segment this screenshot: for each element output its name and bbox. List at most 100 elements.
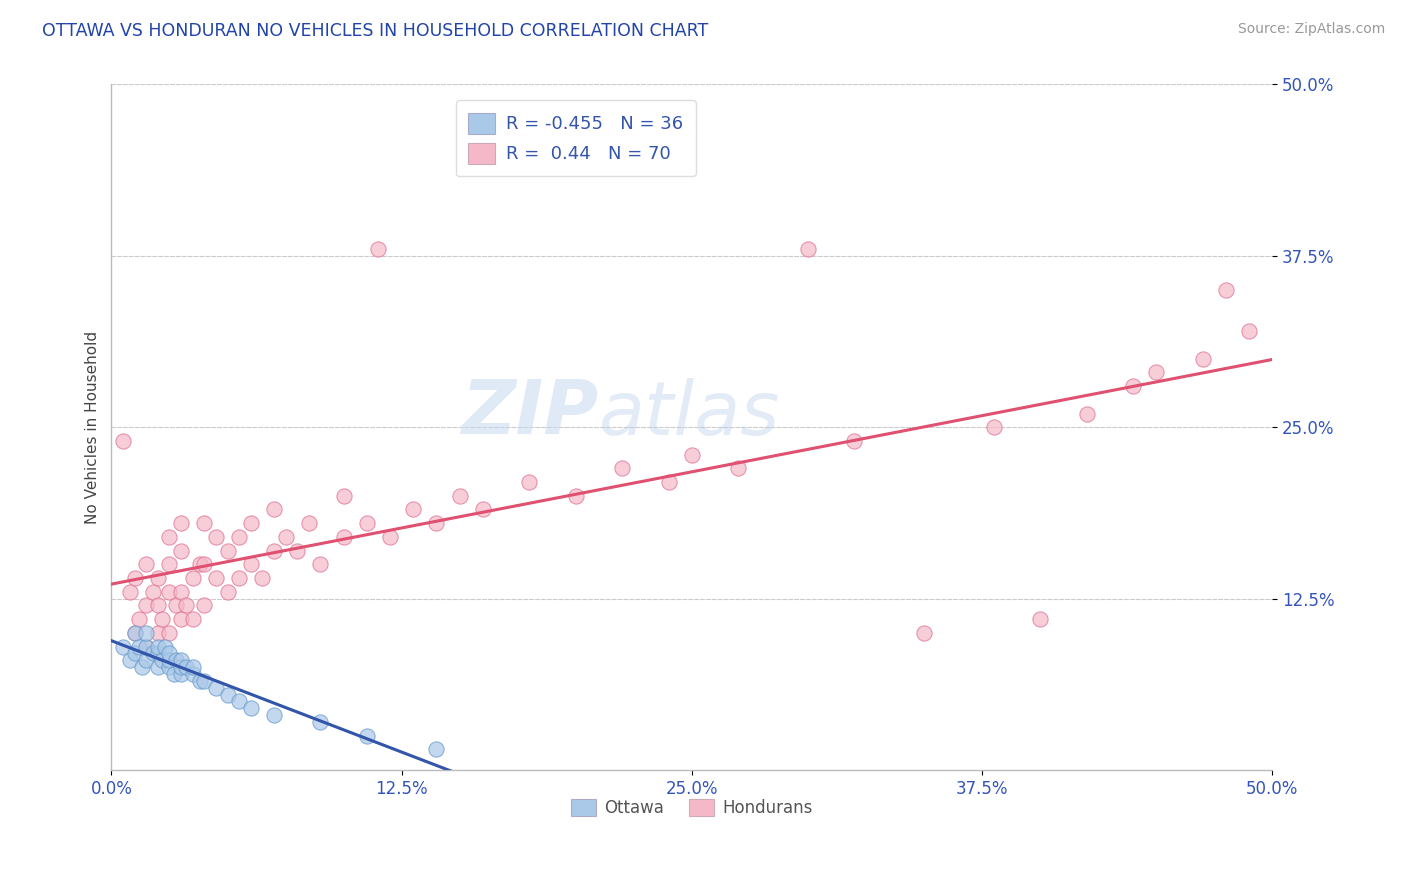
Point xyxy=(309,558,332,572)
Point xyxy=(159,530,181,544)
Point xyxy=(205,571,228,585)
Point xyxy=(263,502,285,516)
Point xyxy=(135,626,157,640)
Point xyxy=(193,558,215,572)
Point xyxy=(174,660,197,674)
Point xyxy=(135,558,157,572)
Point xyxy=(118,584,141,599)
Point xyxy=(124,647,146,661)
Point xyxy=(170,653,193,667)
Point xyxy=(449,489,471,503)
Point xyxy=(727,461,749,475)
Point xyxy=(131,660,153,674)
Point xyxy=(1237,324,1260,338)
Point xyxy=(135,653,157,667)
Point xyxy=(228,530,250,544)
Point xyxy=(1144,365,1167,379)
Point xyxy=(159,660,181,674)
Point xyxy=(1029,612,1052,626)
Point xyxy=(170,584,193,599)
Point xyxy=(170,660,193,674)
Point xyxy=(332,530,354,544)
Point xyxy=(165,599,187,613)
Point xyxy=(519,475,541,489)
Point xyxy=(146,626,169,640)
Point xyxy=(681,448,703,462)
Point xyxy=(263,543,285,558)
Point xyxy=(124,571,146,585)
Point xyxy=(142,584,165,599)
Point xyxy=(217,688,239,702)
Point xyxy=(124,626,146,640)
Point xyxy=(797,242,820,256)
Point xyxy=(170,516,193,531)
Point xyxy=(111,640,134,654)
Point xyxy=(152,653,174,667)
Point xyxy=(1122,379,1144,393)
Point xyxy=(356,516,378,531)
Point xyxy=(425,516,447,531)
Point xyxy=(356,729,378,743)
Point xyxy=(844,434,866,448)
Point xyxy=(425,742,447,756)
Point xyxy=(471,502,494,516)
Point xyxy=(193,673,215,688)
Point xyxy=(274,530,297,544)
Point xyxy=(135,640,157,654)
Point xyxy=(170,612,193,626)
Point xyxy=(124,626,146,640)
Point xyxy=(658,475,681,489)
Point xyxy=(159,653,181,667)
Text: atlas: atlas xyxy=(599,377,780,450)
Point xyxy=(146,647,169,661)
Text: OTTAWA VS HONDURAN NO VEHICLES IN HOUSEHOLD CORRELATION CHART: OTTAWA VS HONDURAN NO VEHICLES IN HOUSEH… xyxy=(42,22,709,40)
Point xyxy=(159,647,181,661)
Text: ZIP: ZIP xyxy=(461,377,599,450)
Point xyxy=(285,543,308,558)
Point xyxy=(135,640,157,654)
Point xyxy=(142,647,165,661)
Point xyxy=(165,653,187,667)
Point xyxy=(174,599,197,613)
Point xyxy=(402,502,425,516)
Point xyxy=(152,612,174,626)
Point xyxy=(128,612,150,626)
Point xyxy=(228,694,250,708)
Point xyxy=(118,653,141,667)
Point xyxy=(146,571,169,585)
Point xyxy=(378,530,401,544)
Point xyxy=(128,640,150,654)
Point xyxy=(188,558,211,572)
Point xyxy=(146,660,169,674)
Point xyxy=(239,558,262,572)
Point xyxy=(983,420,1005,434)
Point xyxy=(239,516,262,531)
Point xyxy=(159,584,181,599)
Point xyxy=(612,461,634,475)
Legend: Ottawa, Hondurans: Ottawa, Hondurans xyxy=(564,792,820,823)
Point xyxy=(170,667,193,681)
Point xyxy=(565,489,588,503)
Point xyxy=(309,714,332,729)
Point xyxy=(193,599,215,613)
Point xyxy=(111,434,134,448)
Point xyxy=(146,599,169,613)
Point xyxy=(217,543,239,558)
Point xyxy=(298,516,321,531)
Point xyxy=(181,660,204,674)
Point xyxy=(181,667,204,681)
Point xyxy=(1076,407,1098,421)
Point xyxy=(181,612,204,626)
Point xyxy=(205,530,228,544)
Point xyxy=(1215,283,1237,297)
Point xyxy=(239,701,262,715)
Point xyxy=(163,667,186,681)
Point xyxy=(205,681,228,695)
Point xyxy=(193,516,215,531)
Point xyxy=(263,708,285,723)
Point xyxy=(146,640,169,654)
Point xyxy=(912,626,935,640)
Point xyxy=(159,626,181,640)
Point xyxy=(252,571,274,585)
Text: Source: ZipAtlas.com: Source: ZipAtlas.com xyxy=(1237,22,1385,37)
